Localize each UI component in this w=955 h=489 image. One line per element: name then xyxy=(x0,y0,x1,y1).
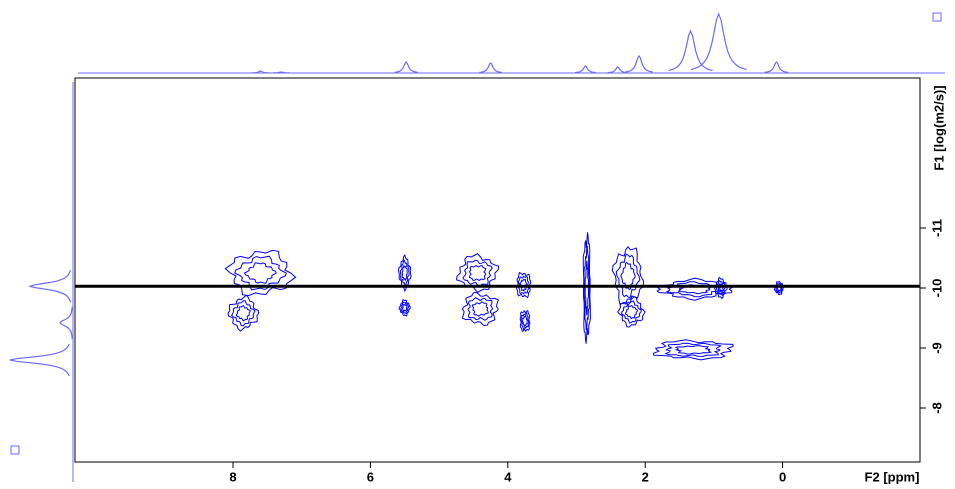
y-tick-label: -11 xyxy=(929,219,944,237)
contour xyxy=(235,304,251,322)
contour xyxy=(584,260,590,316)
contour xyxy=(231,300,256,327)
contour xyxy=(234,255,287,291)
contour xyxy=(243,262,277,284)
x-tick-label: 4 xyxy=(504,469,512,484)
contour xyxy=(665,281,724,298)
y-tick-label: -9 xyxy=(929,342,944,354)
contour xyxy=(615,253,641,299)
f2-peak xyxy=(625,54,653,73)
contour xyxy=(462,259,493,287)
contour xyxy=(224,249,297,297)
y-tick-label: -8 xyxy=(929,402,944,414)
f2-peak xyxy=(668,29,713,72)
x-tick-label: 2 xyxy=(642,469,649,484)
f2-peak xyxy=(690,12,747,71)
contour xyxy=(401,265,408,281)
y-axis-label: F1 [log(m2/s)] xyxy=(931,85,946,170)
contour xyxy=(401,303,408,312)
contour xyxy=(468,265,487,281)
x-tick-label: 6 xyxy=(367,469,374,484)
contour xyxy=(656,277,733,301)
f2-peak xyxy=(764,61,789,73)
contour xyxy=(583,245,591,331)
x-axis-label: F2 [ppm] xyxy=(865,469,920,484)
contour xyxy=(227,294,260,332)
f2-peak xyxy=(272,71,290,74)
contour xyxy=(652,339,734,361)
f1-peak xyxy=(9,343,70,377)
contour xyxy=(400,301,410,315)
f1-peak xyxy=(59,306,73,339)
x-tick-label: 0 xyxy=(779,469,786,484)
f2-peak xyxy=(575,65,596,74)
contour xyxy=(582,232,591,344)
y-tick-label: -10 xyxy=(929,279,944,298)
plot-frame xyxy=(74,77,921,463)
corner-icon[interactable] xyxy=(10,445,20,455)
corner-icon[interactable] xyxy=(932,12,942,22)
contour xyxy=(773,280,785,296)
contour xyxy=(456,253,500,293)
f2-peak xyxy=(607,66,628,74)
f2-peak xyxy=(479,62,503,73)
x-tick-label: 8 xyxy=(229,469,236,484)
contour xyxy=(775,282,783,294)
contour xyxy=(399,258,410,288)
f2-peak xyxy=(251,70,270,74)
contour xyxy=(674,345,712,355)
contour xyxy=(471,301,489,317)
contour xyxy=(461,291,499,327)
contour xyxy=(521,315,528,327)
contour xyxy=(398,299,411,317)
contour xyxy=(624,304,639,320)
contour xyxy=(664,342,723,357)
contour xyxy=(713,276,728,300)
contour xyxy=(715,279,726,297)
contour xyxy=(520,311,530,331)
f1-peak xyxy=(27,269,72,303)
contour xyxy=(519,309,531,333)
contour xyxy=(467,297,494,321)
f2-peak xyxy=(394,61,418,73)
contour xyxy=(621,300,642,324)
contour xyxy=(617,296,646,328)
